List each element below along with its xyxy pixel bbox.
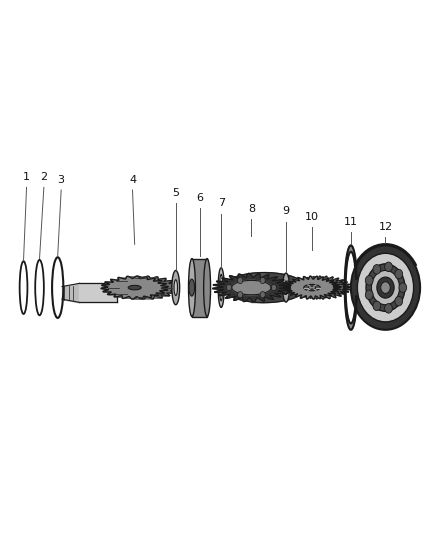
Circle shape bbox=[399, 283, 406, 292]
Ellipse shape bbox=[189, 279, 194, 296]
Ellipse shape bbox=[366, 264, 405, 311]
Polygon shape bbox=[223, 272, 305, 303]
Text: 3: 3 bbox=[58, 175, 65, 185]
Ellipse shape bbox=[304, 285, 320, 291]
Circle shape bbox=[237, 292, 243, 298]
Circle shape bbox=[395, 269, 403, 279]
Text: 12: 12 bbox=[378, 222, 392, 232]
Ellipse shape bbox=[357, 253, 413, 322]
Ellipse shape bbox=[219, 274, 223, 301]
Text: 8: 8 bbox=[248, 204, 255, 214]
Ellipse shape bbox=[128, 285, 141, 290]
Ellipse shape bbox=[377, 277, 394, 298]
Text: 11: 11 bbox=[344, 217, 358, 227]
Text: 1: 1 bbox=[23, 172, 30, 182]
Circle shape bbox=[226, 285, 232, 291]
Circle shape bbox=[271, 285, 276, 291]
Circle shape bbox=[373, 264, 381, 274]
Circle shape bbox=[385, 262, 392, 272]
Polygon shape bbox=[192, 259, 207, 317]
Ellipse shape bbox=[371, 270, 399, 305]
Text: 7: 7 bbox=[218, 198, 225, 208]
Polygon shape bbox=[212, 273, 290, 302]
Polygon shape bbox=[232, 280, 271, 295]
Circle shape bbox=[237, 277, 243, 284]
Text: 9: 9 bbox=[283, 206, 290, 216]
Circle shape bbox=[260, 292, 265, 298]
Polygon shape bbox=[345, 245, 357, 330]
Polygon shape bbox=[112, 276, 179, 299]
Polygon shape bbox=[283, 276, 341, 299]
Text: 6: 6 bbox=[196, 193, 203, 203]
Ellipse shape bbox=[308, 286, 316, 289]
Text: 10: 10 bbox=[305, 212, 319, 222]
Text: 5: 5 bbox=[172, 188, 179, 198]
Circle shape bbox=[373, 301, 381, 311]
Ellipse shape bbox=[188, 259, 195, 317]
Ellipse shape bbox=[204, 259, 211, 317]
Circle shape bbox=[395, 296, 403, 306]
Ellipse shape bbox=[172, 270, 180, 305]
Circle shape bbox=[365, 276, 373, 285]
Ellipse shape bbox=[218, 268, 224, 308]
Text: 4: 4 bbox=[129, 175, 136, 185]
Text: 2: 2 bbox=[40, 172, 47, 182]
Ellipse shape bbox=[351, 245, 420, 330]
Ellipse shape bbox=[174, 280, 177, 295]
Circle shape bbox=[365, 290, 373, 300]
Circle shape bbox=[260, 277, 265, 284]
Ellipse shape bbox=[285, 281, 287, 294]
Ellipse shape bbox=[381, 282, 390, 293]
Circle shape bbox=[385, 304, 392, 313]
Polygon shape bbox=[101, 276, 168, 299]
Polygon shape bbox=[292, 276, 351, 299]
Ellipse shape bbox=[283, 273, 290, 302]
